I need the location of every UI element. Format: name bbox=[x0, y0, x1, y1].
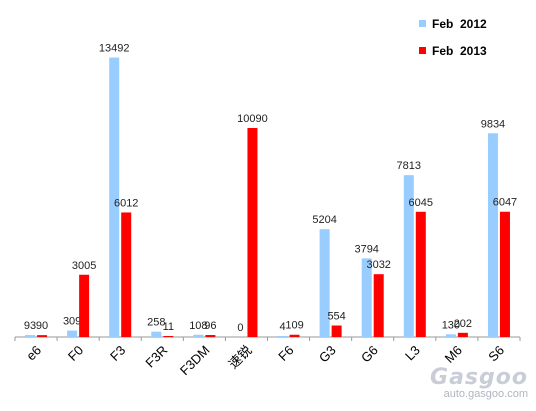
bar-feb-2013 bbox=[499, 211, 510, 337]
bar-feb-2012 bbox=[25, 335, 36, 337]
bar-feb-2012 bbox=[361, 258, 372, 337]
category-label: G6 bbox=[358, 343, 381, 366]
data-label: 130 bbox=[442, 319, 460, 331]
data-label: 9834 bbox=[481, 118, 505, 130]
data-label: 6012 bbox=[114, 197, 138, 209]
bar-feb-2013 bbox=[457, 332, 468, 337]
category-label: L3 bbox=[402, 343, 423, 364]
bar-feb-2012 bbox=[67, 330, 78, 337]
bar-feb-2013 bbox=[37, 335, 48, 337]
data-label: 0 bbox=[237, 322, 243, 334]
data-label: 309 bbox=[63, 316, 81, 328]
category-label: 速锐 bbox=[226, 343, 255, 372]
legend-label: Feb 2012 bbox=[432, 17, 487, 31]
category-label: F0 bbox=[65, 343, 86, 364]
bar-feb-2012 bbox=[277, 336, 288, 337]
category-label: F3 bbox=[107, 343, 128, 364]
bar-feb-2012 bbox=[151, 331, 162, 337]
category-label: F3R bbox=[142, 343, 170, 371]
watermark-logo: Gasgoo bbox=[430, 365, 528, 390]
gasgoo-watermark: Gasgoo auto.gasgoo.com bbox=[430, 365, 528, 400]
data-label: 3005 bbox=[72, 260, 96, 272]
bar-feb-2012 bbox=[109, 57, 120, 337]
bar-feb-2012 bbox=[193, 334, 204, 337]
bar-feb-2013 bbox=[205, 335, 216, 337]
watermark-url: auto.gasgoo.com bbox=[443, 388, 528, 400]
data-label: 108 bbox=[189, 320, 207, 332]
data-label: 10090 bbox=[237, 113, 268, 125]
category-label: S6 bbox=[485, 343, 507, 365]
data-label: 3794 bbox=[354, 243, 378, 255]
bar-feb-2012 bbox=[403, 175, 414, 337]
data-label: 93 bbox=[24, 320, 36, 332]
data-label: 554 bbox=[327, 311, 345, 323]
category-label: G3 bbox=[316, 343, 339, 366]
data-label: 13492 bbox=[99, 43, 130, 55]
data-label: 7813 bbox=[397, 160, 421, 172]
data-label: 6047 bbox=[493, 197, 517, 209]
bar-feb-2013 bbox=[415, 211, 426, 337]
data-label: 258 bbox=[147, 317, 165, 329]
bar-feb-2013 bbox=[289, 334, 300, 337]
data-label: 109 bbox=[285, 320, 303, 332]
bar-feb-2013 bbox=[331, 325, 342, 337]
category-label: e6 bbox=[23, 343, 44, 364]
data-label: 202 bbox=[454, 318, 472, 330]
data-label: 90 bbox=[36, 320, 48, 332]
category-label: M6 bbox=[442, 343, 465, 366]
legend-label: Feb 2013 bbox=[432, 44, 487, 58]
data-label: 11 bbox=[163, 321, 174, 333]
bar-feb-2013 bbox=[79, 274, 90, 337]
data-label: 4 bbox=[279, 321, 285, 333]
data-label: 96 bbox=[204, 320, 216, 332]
legend-swatch bbox=[419, 20, 426, 27]
category-label: F3DM bbox=[177, 343, 213, 379]
category-label: F6 bbox=[275, 343, 296, 364]
bar-feb-2012 bbox=[319, 229, 330, 337]
legend-swatch bbox=[419, 47, 426, 54]
bar-feb-2012 bbox=[445, 334, 456, 337]
data-label: 3032 bbox=[366, 259, 390, 271]
data-label: 5204 bbox=[312, 214, 336, 226]
bar-feb-2012 bbox=[487, 133, 498, 337]
bar-feb-2013 bbox=[373, 274, 384, 337]
bar-feb-2013 bbox=[121, 212, 132, 337]
data-label: 6045 bbox=[409, 197, 433, 209]
bar-feb-2013 bbox=[163, 336, 174, 337]
bar-feb-2013 bbox=[247, 127, 258, 337]
